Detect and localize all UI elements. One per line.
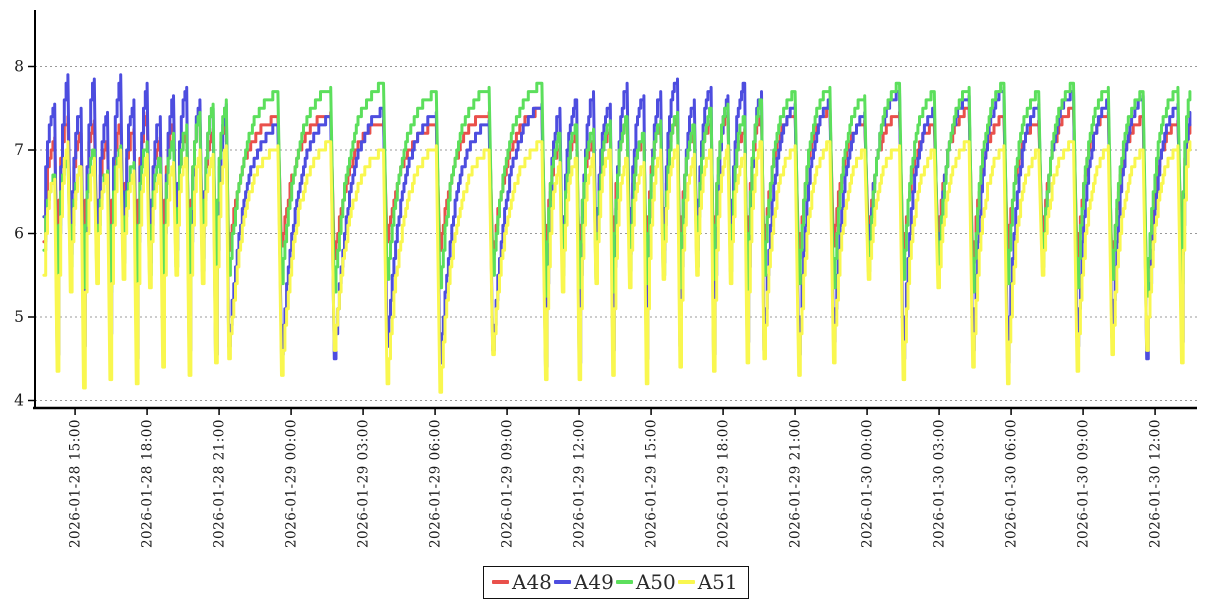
x-axis-label-3: 2026-01-29 00:00	[284, 419, 300, 548]
x-axis-label-8: 2026-01-29 15:00	[644, 419, 660, 548]
legend-item-a48: A48	[492, 572, 552, 592]
legend-swatch-a51	[677, 580, 695, 584]
x-axis-label-2: 2026-01-28 21:00	[212, 419, 228, 548]
legend-swatch-a50	[615, 580, 633, 584]
x-axis-label-13: 2026-01-30 06:00	[1004, 419, 1020, 548]
legend-label-a51: A51	[697, 570, 738, 594]
y-axis-label-6: 6	[14, 225, 24, 243]
series-line-A51	[42, 140, 1192, 394]
y-axis-label-4: 4	[14, 392, 24, 410]
x-axis-label-11: 2026-01-30 00:00	[860, 419, 876, 548]
x-axis-label-1: 2026-01-28 18:00	[140, 419, 156, 548]
x-axis-label-4: 2026-01-29 03:00	[356, 419, 372, 548]
legend-label-a48: A48	[512, 570, 552, 594]
legend-item-a50: A50	[615, 570, 676, 594]
x-axis-label-0: 2026-01-28 15:00	[68, 419, 84, 548]
x-axis-label-5: 2026-01-29 06:00	[428, 419, 444, 548]
x-axis-label-12: 2026-01-30 03:00	[932, 419, 948, 548]
x-axis-label-15: 2026-01-30 12:00	[1148, 419, 1164, 548]
legend-label-a50: A50	[635, 570, 676, 594]
legend-swatch-a48	[492, 580, 509, 584]
y-axis-label-7: 7	[14, 141, 24, 159]
y-axis-label-8: 8	[14, 58, 24, 76]
x-axis-label-9: 2026-01-29 18:00	[716, 419, 732, 548]
legend-swatch-a49	[553, 580, 571, 584]
legend-item-a51: A51	[677, 570, 738, 594]
x-axis-label-14: 2026-01-30 09:00	[1076, 419, 1092, 548]
x-axis-label-6: 2026-01-29 09:00	[500, 419, 516, 548]
x-axis-label-7: 2026-01-29 12:00	[572, 419, 588, 548]
y-axis-label-5: 5	[14, 308, 24, 326]
x-axis-label-10: 2026-01-29 21:00	[788, 419, 804, 548]
legend-item-a49: A49	[553, 570, 614, 594]
chart-legend: A48 A49 A50 A51	[483, 566, 749, 599]
legend-label-a49: A49	[573, 570, 614, 594]
